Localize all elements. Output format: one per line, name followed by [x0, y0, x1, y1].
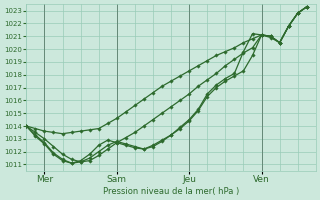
X-axis label: Pression niveau de la mer( hPa ): Pression niveau de la mer( hPa ) — [103, 187, 239, 196]
